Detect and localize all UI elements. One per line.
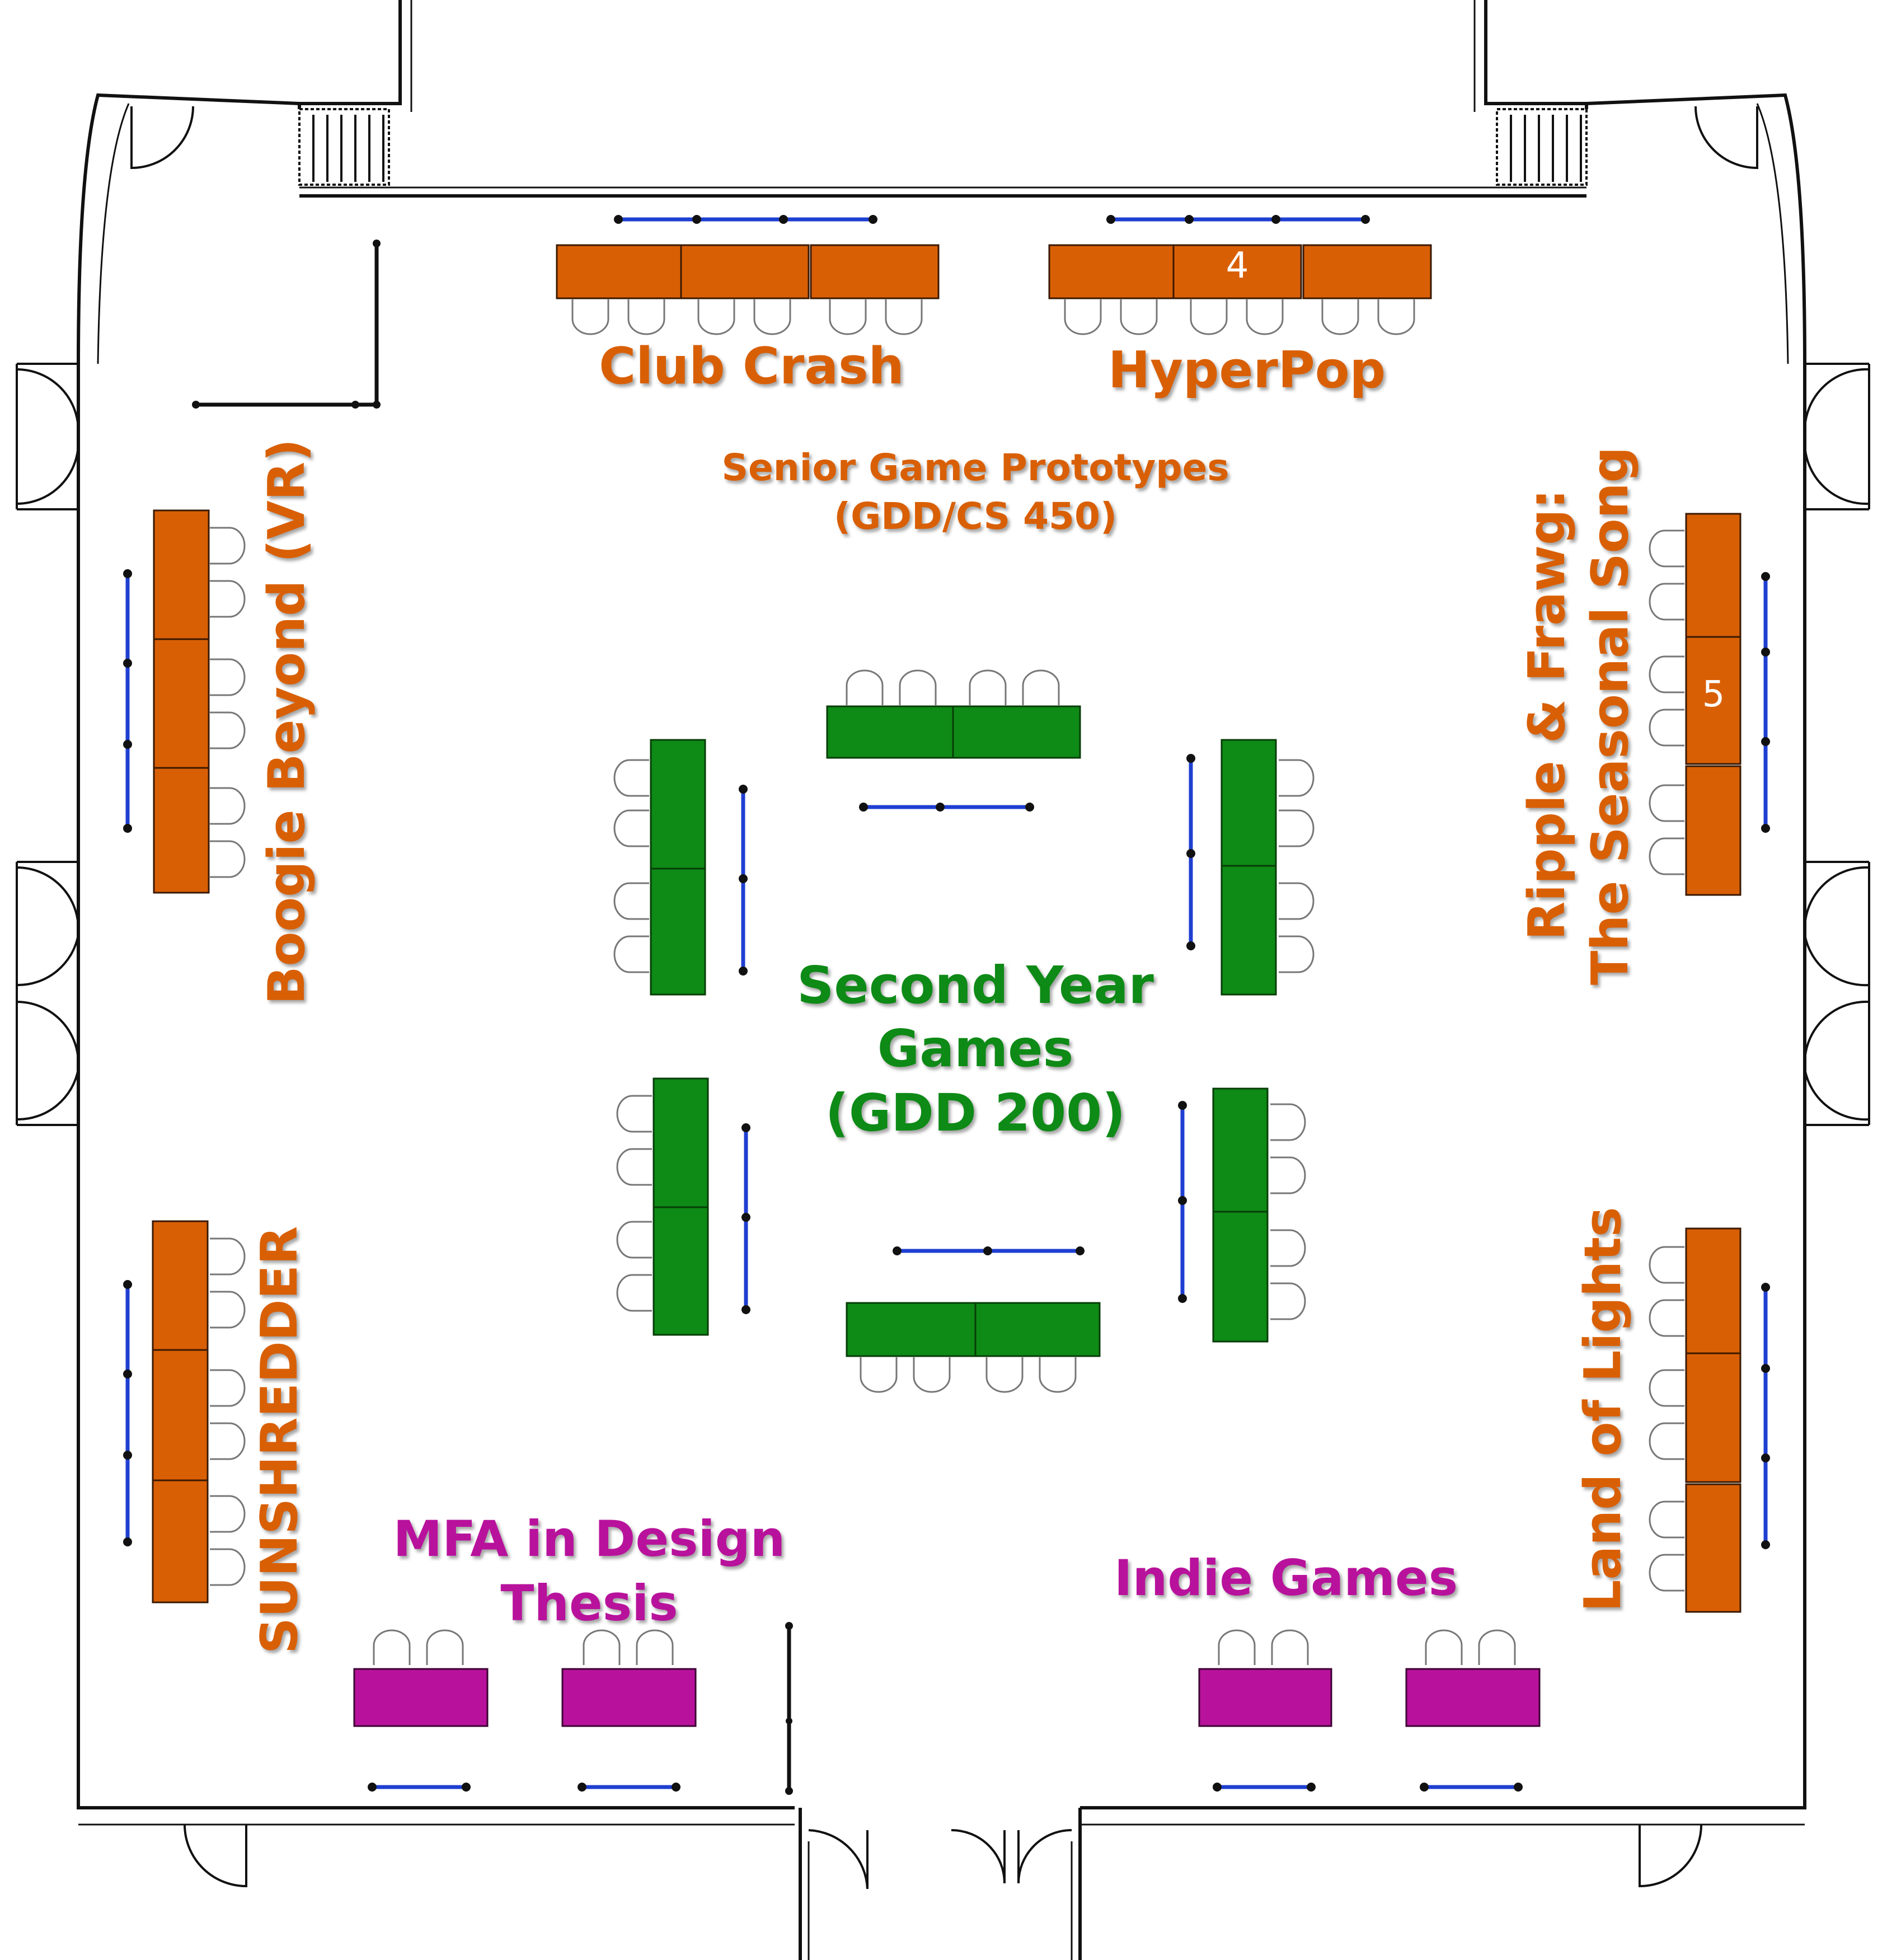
senior-tables (152, 244, 1742, 1613)
label-indie-games: Indie Games (1114, 1549, 1458, 1607)
table-gdd200-right-upper-2 (1221, 865, 1277, 996)
table-gdd200-left-lower-2 (653, 1206, 709, 1336)
table-indie-2 (1405, 1668, 1541, 1727)
label-senior-line1: Senior Game Prototypes (721, 446, 1229, 489)
stairs-left (298, 108, 390, 186)
label-boogie-beyond: Boogie Beyond (VR) (257, 439, 316, 1005)
table-number-4: 4 (1226, 245, 1249, 287)
table-gdd200-left-upper-1 (650, 739, 706, 870)
table-gdd200-top-2 (952, 705, 1081, 759)
table-hyperpop-2 (1172, 244, 1302, 299)
table-ripple-2 (1685, 636, 1742, 765)
label-club-crash: Club Crash (599, 337, 904, 396)
table-land-of-lights-2 (1685, 1352, 1742, 1483)
table-sunshredder-1 (152, 1220, 209, 1351)
table-boogie-3 (153, 767, 210, 894)
partitions (196, 243, 791, 1791)
table-hyperpop-3 (1302, 244, 1432, 299)
table-indie-1 (1198, 1668, 1332, 1727)
table-gdd200-right-lower-2 (1212, 1211, 1269, 1343)
stairs-right (1496, 108, 1588, 186)
table-land-of-lights-1 (1685, 1227, 1742, 1354)
table-boogie-1 (153, 509, 210, 640)
building-walls (77, 0, 1806, 1960)
label-hyperpop: HyperPop (1108, 341, 1386, 400)
label-second-year-line2: Games (877, 1019, 1074, 1079)
label-ripple-line1: Ripple & Frawg: (1518, 489, 1576, 940)
table-mfa-1 (353, 1668, 489, 1727)
table-ripple-3 (1685, 765, 1742, 896)
table-hyperpop-1 (1048, 244, 1175, 299)
table-gdd200-left-upper-2 (650, 868, 706, 996)
table-gdd200-right-lower-1 (1212, 1087, 1269, 1213)
mfa-indie-tables (353, 1668, 1541, 1727)
table-sunshredder-2 (152, 1349, 209, 1481)
label-senior-line2: (GDD/CS 450) (834, 495, 1117, 538)
label-mfa-line1: MFA in Design (393, 1510, 786, 1568)
divider-nodes (123, 215, 1770, 1792)
label-ripple-line2: The Seasonal Song (1581, 447, 1640, 985)
partition-nodes (192, 240, 793, 1795)
table-ripple-1 (1685, 513, 1742, 638)
table-sunshredder-3 (152, 1479, 209, 1603)
label-land-of-lights: Land of Lights (1574, 1207, 1632, 1612)
table-mfa-2 (561, 1668, 697, 1727)
table-gdd200-bottom-1 (846, 1302, 977, 1357)
label-mfa-line2: Thesis (500, 1574, 678, 1632)
table-club-crash-1 (556, 244, 682, 299)
label-second-year-line1: Second Year (797, 955, 1154, 1015)
table-boogie-2 (153, 638, 210, 769)
table-gdd200-right-upper-1 (1221, 739, 1277, 867)
label-sunshredder: SUNSHREDDER (250, 1226, 309, 1654)
second-year-tables (650, 705, 1277, 1357)
table-club-crash-3 (810, 244, 940, 299)
table-gdd200-bottom-2 (974, 1302, 1101, 1357)
label-second-year-line3: (GDD 200) (825, 1083, 1125, 1143)
door-arcs (16, 106, 1870, 1889)
table-gdd200-left-lower-1 (653, 1077, 709, 1208)
table-gdd200-top-1 (826, 705, 954, 759)
table-number-5: 5 (1702, 674, 1725, 715)
table-land-of-lights-3 (1685, 1483, 1742, 1613)
table-club-crash-2 (680, 244, 810, 299)
